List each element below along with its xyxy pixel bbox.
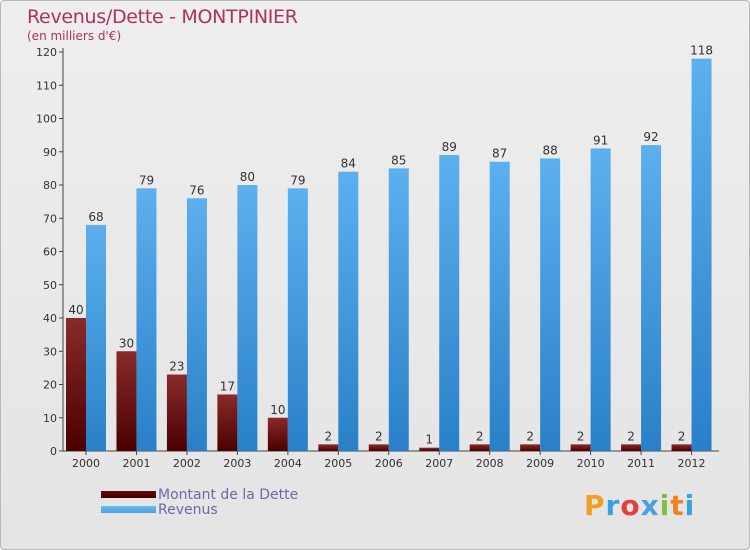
data-label-dette: 2 xyxy=(526,429,534,443)
x-tick-label: 2006 xyxy=(375,457,403,470)
data-label-revenus: 118 xyxy=(690,44,713,58)
data-label-dette: 23 xyxy=(169,360,184,374)
data-label-revenus: 92 xyxy=(643,130,658,144)
bar-revenus xyxy=(439,155,460,451)
bar-dette xyxy=(318,444,339,451)
x-tick-label: 2011 xyxy=(627,457,655,470)
data-label-dette: 1 xyxy=(425,433,433,447)
x-tick-label: 2004 xyxy=(274,457,302,470)
legend-item-dette: Montant de la Dette xyxy=(101,486,299,503)
bar-dette xyxy=(419,447,440,451)
legend: Montant de la Dette Revenus xyxy=(101,486,299,518)
bar-revenus xyxy=(540,158,561,451)
x-tick-label: 2008 xyxy=(476,457,504,470)
legend-swatch-dette xyxy=(101,491,156,498)
data-label-revenus: 68 xyxy=(88,210,103,224)
bar-revenus xyxy=(237,185,258,451)
bar-dette xyxy=(570,444,591,451)
data-label-revenus: 85 xyxy=(391,153,406,167)
y-tick-label: 70 xyxy=(43,212,57,225)
data-label-revenus: 76 xyxy=(189,183,204,197)
bar-dette xyxy=(66,318,86,451)
x-tick-label: 2001 xyxy=(122,457,150,470)
data-label-dette: 2 xyxy=(627,429,635,443)
data-label-revenus: 91 xyxy=(593,133,608,147)
chart-subtitle: (en milliers d'€) xyxy=(27,29,122,43)
logo-letter: t xyxy=(670,489,685,522)
y-tick-label: 90 xyxy=(43,146,57,159)
data-label-revenus: 79 xyxy=(139,173,154,187)
data-label-revenus: 79 xyxy=(290,173,305,187)
data-label-dette: 2 xyxy=(678,429,686,443)
logo-letter: P xyxy=(584,489,606,522)
bar-revenus xyxy=(86,224,106,451)
bar-dette xyxy=(368,444,389,451)
data-label-revenus: 84 xyxy=(341,157,356,171)
y-tick-label: 30 xyxy=(43,345,57,358)
x-tick-label: 2003 xyxy=(223,457,251,470)
x-tick-label: 2010 xyxy=(577,457,605,470)
bar-revenus xyxy=(590,148,611,452)
x-tick-label: 2005 xyxy=(324,457,352,470)
logo-letter: o xyxy=(620,489,641,522)
x-tick-label: 2002 xyxy=(173,457,201,470)
y-tick-label: 80 xyxy=(43,179,57,192)
data-label-dette: 2 xyxy=(476,429,484,443)
bar-revenus xyxy=(136,188,157,451)
data-label-revenus: 80 xyxy=(240,170,255,184)
logo-letter: i xyxy=(684,489,696,522)
x-tick-label: 2007 xyxy=(425,457,453,470)
data-label-revenus: 88 xyxy=(543,143,558,157)
y-tick-label: 50 xyxy=(43,279,57,292)
bar-dette xyxy=(469,444,490,451)
bar-revenus xyxy=(287,188,308,451)
bar-dette xyxy=(267,417,288,451)
bar-revenus xyxy=(338,171,359,451)
x-tick-label: 2000 xyxy=(72,457,100,470)
bar-revenus xyxy=(641,145,662,451)
data-label-dette: 17 xyxy=(220,379,235,393)
bar-dette xyxy=(671,444,692,451)
bar-dette xyxy=(217,394,238,451)
data-label-dette: 10 xyxy=(270,403,285,417)
x-tick-label: 2009 xyxy=(526,457,554,470)
bar-revenus xyxy=(186,198,207,451)
data-label-dette: 30 xyxy=(119,336,134,350)
data-label-revenus: 87 xyxy=(492,147,507,161)
data-label-dette: 2 xyxy=(324,429,332,443)
data-label-revenus: 89 xyxy=(442,140,457,154)
y-tick-label: 60 xyxy=(43,246,57,259)
bar-dette xyxy=(520,444,541,451)
y-tick-label: 100 xyxy=(36,113,57,126)
y-tick-label: 20 xyxy=(43,379,57,392)
legend-label-dette: Montant de la Dette xyxy=(158,486,299,503)
bar-dette xyxy=(621,444,642,451)
bar-revenus xyxy=(691,58,712,452)
y-tick-label: 110 xyxy=(36,79,57,92)
logo-letter: i xyxy=(659,489,671,522)
proxiti-logo: Proxiti xyxy=(584,489,695,522)
bar-dette xyxy=(116,351,137,451)
logo-letter: r xyxy=(605,489,621,522)
bar-dette xyxy=(166,374,187,451)
bar-revenus xyxy=(388,168,409,451)
legend-swatch-revenus xyxy=(101,506,156,513)
y-tick-label: 120 xyxy=(36,46,57,59)
x-tick-label: 2012 xyxy=(678,457,706,470)
bar-revenus xyxy=(489,161,510,451)
data-label-dette: 2 xyxy=(375,429,383,443)
y-tick-label: 0 xyxy=(50,445,57,458)
chart-title: Revenus/Dette - MONTPINIER xyxy=(27,6,298,28)
y-tick-label: 10 xyxy=(43,412,57,425)
y-tick-label: 40 xyxy=(43,312,57,325)
data-label-dette: 2 xyxy=(577,429,585,443)
legend-item-revenus: Revenus xyxy=(101,501,298,518)
legend-label-revenus: Revenus xyxy=(158,501,218,518)
data-label-dette: 40 xyxy=(68,303,83,317)
logo-letter: x xyxy=(640,489,660,522)
